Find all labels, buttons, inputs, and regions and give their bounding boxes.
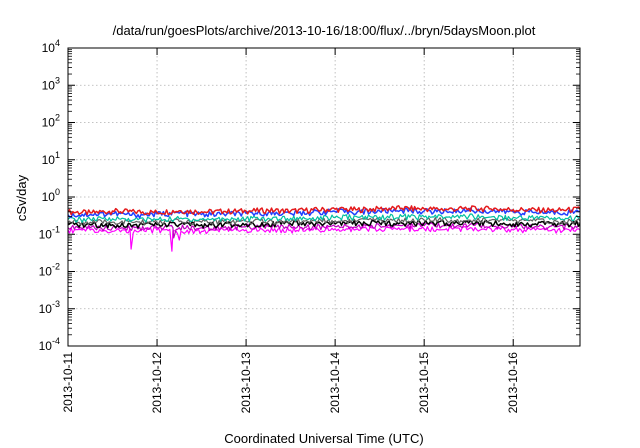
x-tick-label: 2013-10-15 <box>417 352 431 414</box>
chart-title: /data/run/goesPlots/archive/2013-10-16/1… <box>113 23 536 38</box>
series-line-1 <box>68 205 580 216</box>
x-tick-label: 2013-10-12 <box>150 352 164 414</box>
x-tick-label: 2013-10-14 <box>328 352 342 414</box>
x-tick-label: 2013-10-13 <box>239 352 253 414</box>
series-line-3 <box>68 213 580 223</box>
y-tick-label: 103 <box>42 75 60 92</box>
y-tick-label: 100 <box>42 187 60 204</box>
y-tick-label: 102 <box>42 113 60 130</box>
series-line-5 <box>68 219 580 229</box>
series-line-4 <box>68 217 580 226</box>
y-tick-label: 10-4 <box>39 336 60 353</box>
series-group <box>68 205 580 252</box>
x-tick-label: 2013-10-16 <box>506 352 520 414</box>
x-tick-label: 2013-10-11 <box>61 352 75 413</box>
y-axis-title: cSv/day <box>14 174 29 221</box>
y-tick-label: 104 <box>42 38 60 55</box>
y-tick-label: 101 <box>42 150 60 167</box>
y-tick-label: 10-1 <box>39 224 60 241</box>
grid <box>68 48 580 346</box>
y-tick-label: 10-3 <box>39 299 60 316</box>
x-axis-title: Coordinated Universal Time (UTC) <box>224 431 423 446</box>
series-line-2 <box>68 207 580 219</box>
series-line-7 <box>68 225 580 252</box>
y-tick-label: 10-2 <box>39 262 60 279</box>
